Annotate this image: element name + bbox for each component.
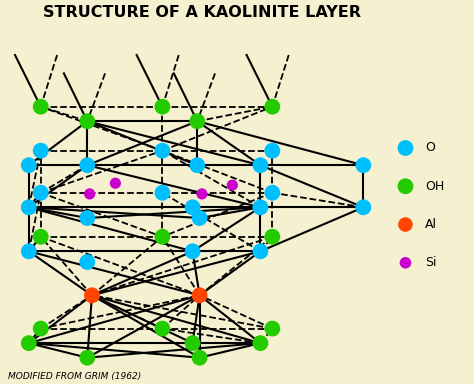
Point — [86, 191, 93, 197]
Point — [193, 118, 201, 124]
Point — [256, 204, 264, 210]
Point — [228, 182, 236, 188]
Point — [37, 326, 45, 332]
Point — [159, 147, 166, 154]
Point — [196, 354, 203, 361]
Point — [83, 215, 91, 221]
Point — [159, 326, 166, 332]
Point — [401, 260, 409, 266]
Point — [198, 191, 206, 197]
Text: OH: OH — [425, 180, 444, 193]
Text: MODIFIED FROM GRIM (1962): MODIFIED FROM GRIM (1962) — [8, 372, 141, 381]
Point — [159, 190, 166, 196]
Point — [189, 340, 196, 346]
Point — [269, 104, 276, 110]
Point — [83, 162, 91, 168]
Point — [25, 248, 33, 254]
Text: O: O — [425, 141, 435, 154]
Point — [83, 118, 91, 124]
Point — [25, 204, 33, 210]
Point — [269, 147, 276, 154]
Point — [189, 248, 196, 254]
Point — [37, 104, 45, 110]
Point — [256, 340, 264, 346]
Point — [196, 215, 203, 221]
Point — [269, 234, 276, 240]
Point — [88, 292, 96, 298]
Point — [256, 162, 264, 168]
Point — [360, 204, 367, 210]
Point — [256, 248, 264, 254]
Point — [111, 180, 119, 186]
Point — [193, 162, 201, 168]
Text: Si: Si — [425, 256, 437, 269]
Point — [189, 204, 196, 210]
Point — [401, 145, 409, 151]
Point — [83, 259, 91, 265]
Text: Al: Al — [425, 218, 437, 231]
Point — [83, 354, 91, 361]
Point — [25, 162, 33, 168]
Point — [360, 162, 367, 168]
Point — [37, 234, 45, 240]
Text: STRUCTURE OF A KAOLINITE LAYER: STRUCTURE OF A KAOLINITE LAYER — [43, 5, 361, 20]
Point — [159, 234, 166, 240]
Point — [269, 326, 276, 332]
Point — [401, 222, 409, 228]
Point — [401, 183, 409, 189]
Point — [196, 292, 203, 298]
Point — [37, 147, 45, 154]
Point — [159, 104, 166, 110]
Point — [37, 190, 45, 196]
Point — [25, 340, 33, 346]
Point — [269, 190, 276, 196]
